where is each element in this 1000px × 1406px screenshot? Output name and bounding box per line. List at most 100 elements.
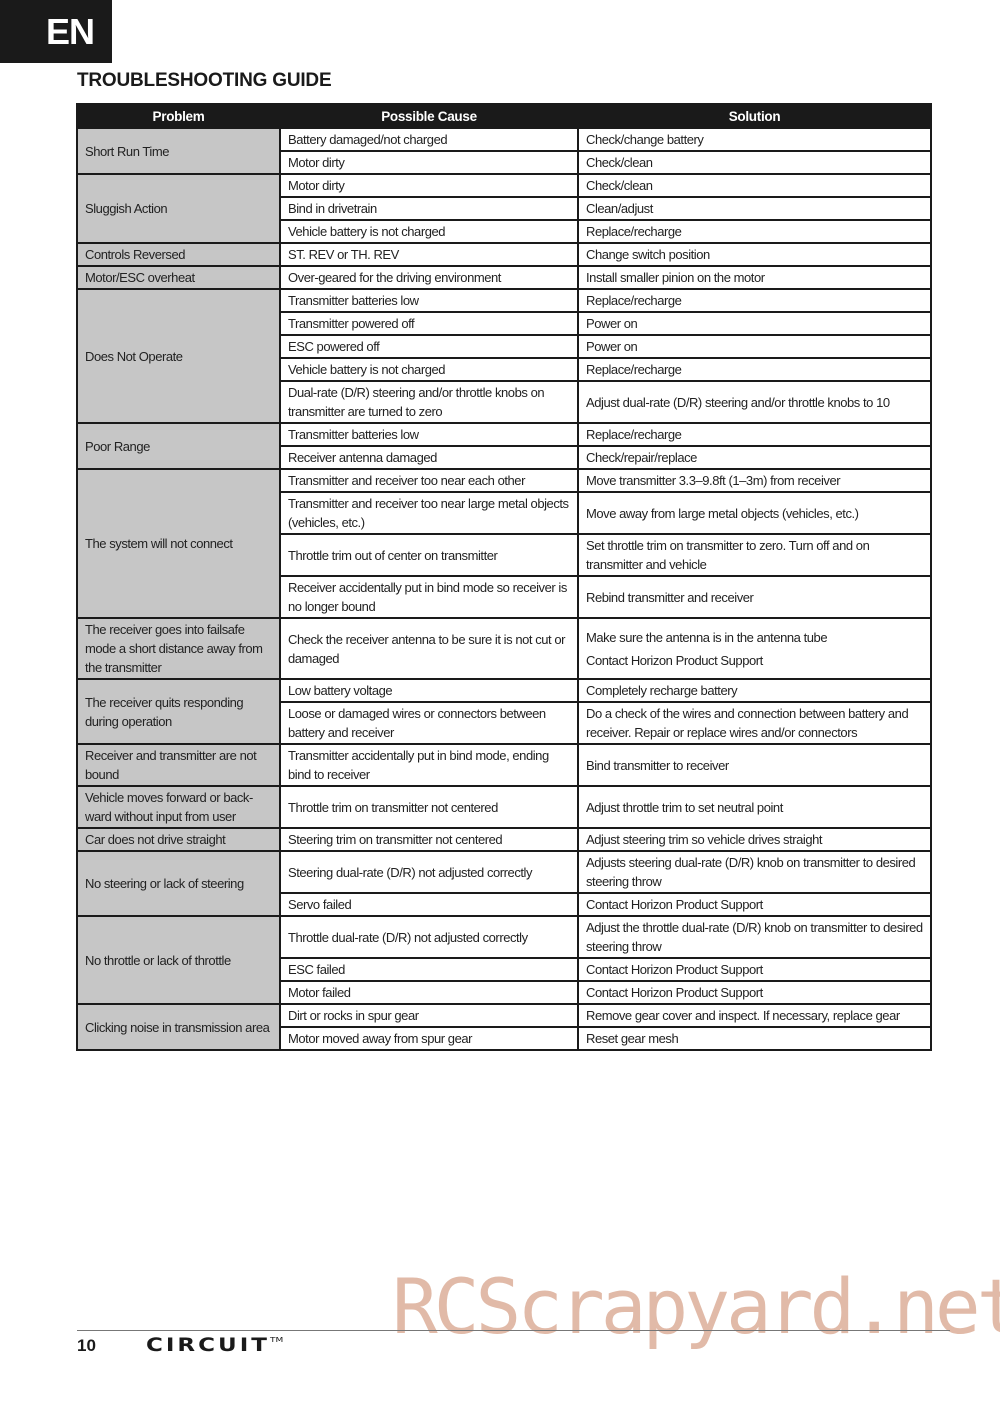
cause-cell: Vehicle battery is not charged [279, 219, 579, 244]
solution-cell: Move away from large metal objects (vehi… [577, 491, 932, 535]
solution-cell: Contact Horizon Product Support [577, 892, 932, 917]
solution-text: Set throttle trim on transmitter to zero… [586, 538, 870, 572]
language-tab: EN [0, 0, 112, 63]
cause-cell: Receiver accidentally put in bind mode s… [279, 575, 579, 619]
solution-text: Adjust throttle trim to set neutral poin… [586, 799, 783, 815]
page-number: 10 [77, 1336, 96, 1355]
solution-cell: Make sure the antenna is in the antenna … [577, 617, 932, 680]
problem-cell: The receiver goes into failsafe mode a s… [76, 617, 281, 680]
cause-cell: Throttle dual-rate (D/R) not adjusted co… [279, 915, 579, 959]
table-row: Motor dirty Check/clean [77, 150, 932, 175]
solution-text: Reset gear mesh [586, 1031, 679, 1046]
header-possible-cause: Possible Cause [279, 103, 579, 129]
table-row: Transmitter and receiver too near large … [77, 491, 932, 535]
table-row: Sluggish Action Motor dirty Check/clean [76, 173, 932, 244]
cause-cell: Steering dual-rate (D/R) not adjusted co… [279, 850, 579, 894]
solution-text: Completely recharge battery [586, 683, 738, 698]
table-row: Receiver accidentally put in bind mode s… [77, 575, 932, 619]
cause-cell: Steering trim on transmitter not centere… [279, 827, 579, 852]
table-row: No throttle or lack of throttle Throttle … [76, 915, 932, 1005]
trademark: TM [269, 1336, 284, 1345]
solution-text: Install smaller pinion on the motor [586, 270, 765, 285]
solution-text: Replace/recharge [586, 293, 682, 308]
solution-text: Contact Horizon Product Support [586, 985, 763, 1000]
solution-text: Check/repair/replace [586, 450, 697, 465]
cause-cell: Transmitter and receiver too near large … [279, 491, 579, 535]
problem-cell: The receiver quits responding during ope… [76, 678, 281, 745]
problem-cell: Does Not Operate [76, 288, 281, 424]
cause-cell: Dirt or rocks in spur gear [279, 1003, 579, 1028]
cause-cell: Transmitter powered off [279, 311, 579, 336]
table-row: Poor Range Transmitter batteries low Repla… [76, 422, 932, 470]
table-row: ESC failed Contact Horizon Product Suppor… [77, 957, 932, 982]
solution-cell: Adjusts steering dual-rate (D/R) knob on… [577, 850, 932, 894]
cause-cell: Motor failed [279, 980, 579, 1005]
cause-cell: Bind in drivetrain [279, 196, 579, 221]
problem-cell: Poor Range [76, 422, 281, 470]
cause-cell: Throttle trim out of center on transmitt… [279, 533, 579, 577]
cause-cell: ESC failed [279, 957, 579, 982]
solution-cell: Contact Horizon Product Support [577, 957, 932, 982]
solution-cell: Adjust dual-rate (D/R) steering and/or t… [577, 380, 932, 424]
solution-cell: Reset gear mesh [577, 1026, 932, 1051]
problem-cell: Short Run Time [76, 127, 281, 175]
problem-cell: Vehicle moves forward or back-ward witho… [76, 785, 281, 829]
solution-text: Move transmitter 3.3–9.8ft (1–3m) from r… [586, 473, 841, 488]
watermark: RCScrapyard.net [392, 1262, 1000, 1351]
solution-cell: Clean/adjust [577, 196, 932, 221]
solution-cell: Adjust the throttle dual-rate (D/R) knob… [577, 915, 932, 959]
table-row: Car does not drive straight Steering trim… [76, 827, 932, 852]
solution-text: Adjust the throttle dual-rate (D/R) knob… [586, 920, 923, 954]
solution-cell: Power on [577, 311, 932, 336]
table-row: Short Run Time Battery damaged/not charge… [76, 127, 932, 175]
solution-text: Adjust dual-rate (D/R) steering and/or t… [586, 394, 890, 410]
table-row: The receiver goes into failsafe mode a s… [76, 617, 932, 680]
cause-cell: Over-geared for the driving environment [279, 265, 579, 290]
problem-cell: Motor/ESC overheat [76, 265, 281, 290]
solution-cell: Bind transmitter to receiver [577, 743, 932, 787]
table-row: Dual-rate (D/R) steering and/or throttle… [77, 380, 932, 424]
solution-text: Adjusts steering dual-rate (D/R) knob on… [586, 855, 916, 889]
solution-cell: Completely recharge battery [577, 678, 932, 703]
cause-cell: Motor dirty [279, 173, 579, 198]
solution-text: Check/change battery [586, 132, 704, 147]
cause-cell: Receiver antenna damaged [279, 445, 579, 470]
problem-cell: Controls Reversed [76, 242, 281, 267]
solution-cell: Power on [577, 334, 932, 359]
solution-text: Make sure the antenna is in the antenna … [586, 629, 828, 645]
cause-cell: ST. REV or TH. REV [279, 242, 579, 267]
solution-cell: Check/change battery [577, 127, 932, 152]
solution-text: Move away from large metal objects (vehi… [586, 505, 859, 521]
solution-text: Contact Horizon Product Support [586, 962, 763, 977]
cause-cell: Dual-rate (D/R) steering and/or throttle… [279, 380, 579, 424]
table-row: Vehicle battery is not charged Replace/re… [77, 219, 932, 244]
circuit-logo: CIRCUITTM [146, 1335, 283, 1356]
solution-cell: Replace/recharge [577, 219, 932, 244]
logo-text: CIRCUIT [146, 1335, 270, 1356]
table-row: Motor moved away from spur gear Reset gea… [77, 1026, 932, 1051]
table-row: No steering or lack of steering Steering … [76, 850, 932, 917]
table-row: Vehicle battery is not charged Replace/re… [77, 357, 932, 382]
troubleshooting-table: Problem Possible Cause Solution Short Ru… [76, 103, 932, 1051]
solution-cell: Check/clean [577, 150, 932, 175]
cause-cell: Check the receiver antenna to be sure it… [279, 617, 579, 680]
solution-text: Power on [586, 316, 638, 331]
solution-text: Replace/recharge [586, 224, 682, 239]
cause-cell: Throttle trim on transmitter not centere… [279, 785, 579, 829]
solution-text: Clean/adjust [586, 201, 653, 216]
table-row: Receiver and transmitter are not bound Tr… [76, 743, 932, 787]
table-row: Transmitter powered off Power on [77, 311, 932, 336]
problem-cell: No throttle or lack of throttle [76, 915, 281, 1005]
solution-text: Contact Horizon Product Support [586, 897, 763, 912]
solution-cell: Remove gear cover and inspect. If necess… [577, 1003, 932, 1028]
solution-cell: Check/clean [577, 173, 932, 198]
solution-text: Power on [586, 339, 638, 354]
table-row: Servo failed Contact Horizon Product Supp… [77, 892, 932, 917]
table-row: Controls Reversed ST. REV or TH. REV Chang… [76, 242, 932, 267]
solution-cell: Adjust throttle trim to set neutral poin… [577, 785, 932, 829]
solution-text: Check/clean [586, 155, 653, 170]
problem-cell: The system will not connect [76, 468, 281, 619]
problem-cell: Sluggish Action [76, 173, 281, 244]
solution-cell: Change switch position [577, 242, 932, 267]
table-row: Does Not Operate Transmitter batteries lo… [76, 288, 932, 424]
